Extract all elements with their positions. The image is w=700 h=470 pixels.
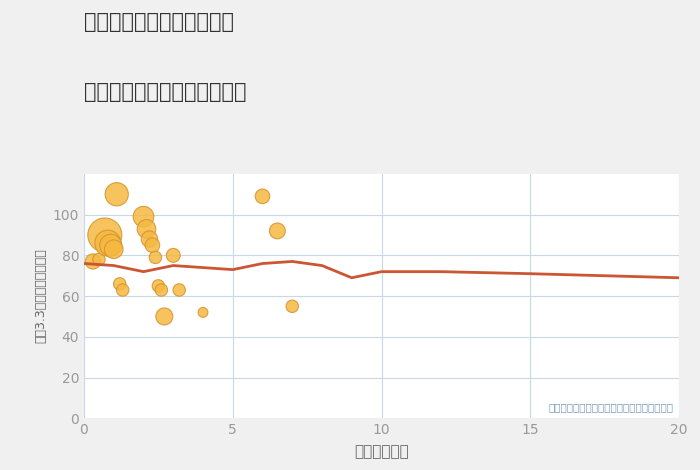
Point [99,231,111,239]
Point [156,286,167,294]
Point [111,190,122,198]
Y-axis label: 坪（3.3㎡）単価（万円）: 坪（3.3㎡）単価（万円） [34,249,47,344]
Point [141,225,152,233]
Point [108,245,119,253]
Text: 駅距離別中古マンション価格: 駅距離別中古マンション価格 [84,82,246,102]
Point [102,239,113,247]
Text: 円の大きさは、取引のあった物件面積を示す: 円の大きさは、取引のあった物件面積を示す [548,402,673,412]
Text: 奈良県奈良市佐保台西町の: 奈良県奈良市佐保台西町の [84,12,234,32]
Point [197,309,209,316]
Point [144,235,155,243]
Point [138,213,149,220]
Point [88,258,99,265]
Point [105,242,116,249]
Point [272,227,283,235]
Point [114,280,125,288]
Point [287,303,298,310]
Point [147,242,158,249]
Point [174,286,185,294]
Point [93,256,104,263]
Point [257,193,268,200]
Point [117,286,128,294]
X-axis label: 駅距離（分）: 駅距離（分） [354,444,409,459]
Point [168,251,179,259]
Point [150,254,161,261]
Point [159,313,170,320]
Point [153,282,164,290]
